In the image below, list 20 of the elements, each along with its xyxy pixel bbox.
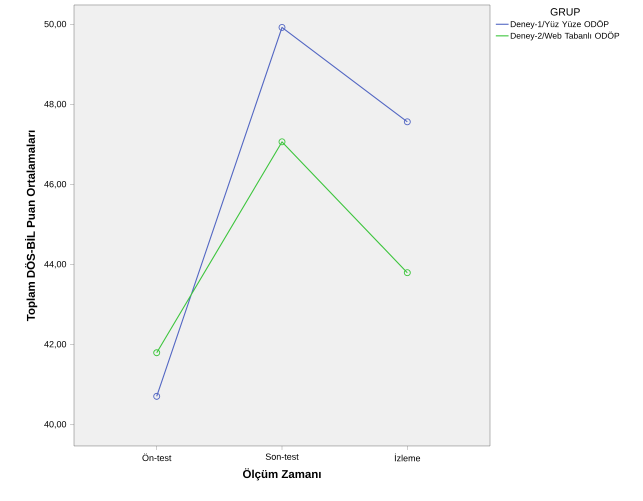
y-tick-label: 44,00 <box>44 260 66 268</box>
legend-title: GRUP <box>550 8 580 16</box>
y-tick-label: 46,00 <box>44 180 66 188</box>
x-tick-label: Ön-test <box>142 454 172 462</box>
y-tick-label: 50,00 <box>44 20 66 28</box>
legend-label: Deney-2/Web Tabanlı ODÖP <box>510 32 620 40</box>
point <box>153 392 160 400</box>
x-tick-label: İzleme <box>394 454 420 462</box>
x-tick-label: Son-test <box>266 454 299 460</box>
point <box>153 349 160 356</box>
y-axis-title: Toplam DÖS-BİL Puan Ortalamaları <box>25 130 38 322</box>
point <box>404 118 411 126</box>
y-tick-label: 40,00 <box>44 421 66 428</box>
y-tick-label: 42,00 <box>44 341 66 348</box>
point <box>404 269 411 276</box>
point <box>278 138 286 146</box>
legend-label: Deney-1/Yüz Yüze ODÖP <box>510 20 609 29</box>
x-axis-title: Ölçüm Zamanı <box>243 468 321 480</box>
point <box>278 24 286 31</box>
y-tick-label: 48,00 <box>44 100 66 108</box>
